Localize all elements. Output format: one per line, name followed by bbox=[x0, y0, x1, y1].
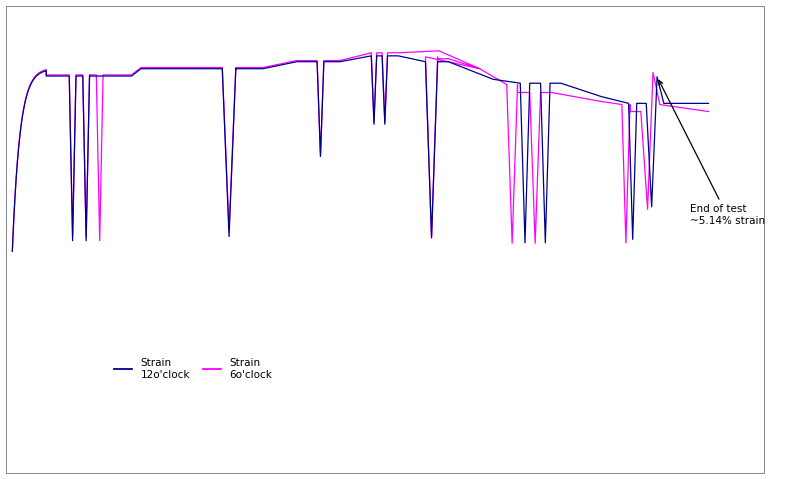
Legend: Strain
12o'clock, Strain
6o'clock: Strain 12o'clock, Strain 6o'clock bbox=[109, 354, 277, 384]
Text: End of test
~5.14% strain: End of test ~5.14% strain bbox=[659, 80, 765, 226]
